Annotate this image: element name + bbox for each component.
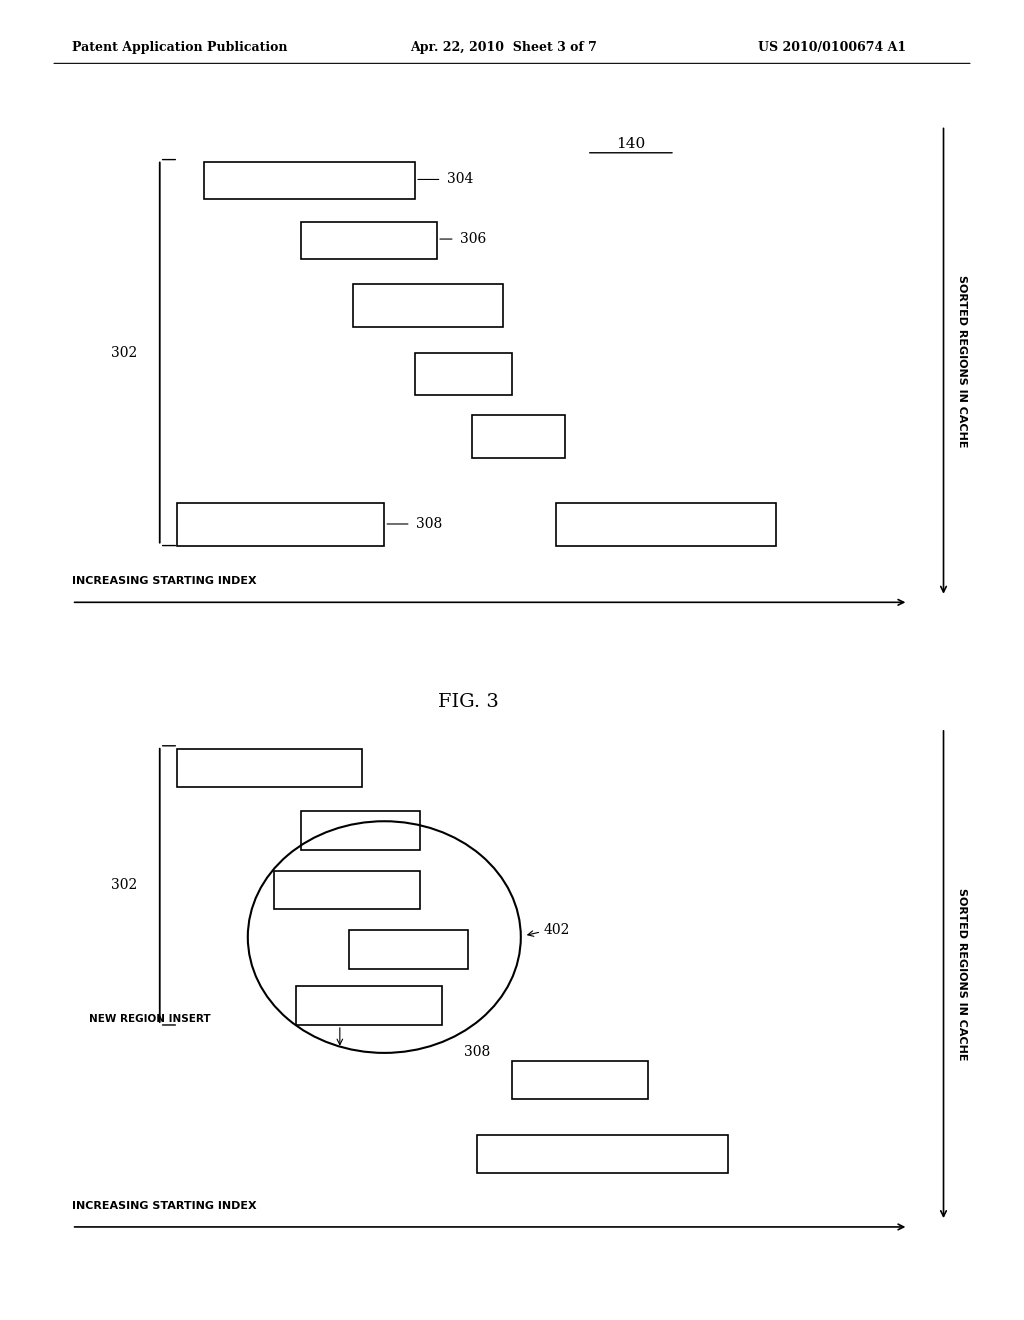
Text: 308: 308: [416, 517, 442, 531]
FancyBboxPatch shape: [301, 810, 420, 850]
FancyBboxPatch shape: [477, 1135, 728, 1173]
FancyBboxPatch shape: [177, 503, 384, 545]
Text: SORTED REGIONS IN CACHE: SORTED REGIONS IN CACHE: [956, 888, 967, 1061]
Text: 306: 306: [460, 232, 486, 246]
Text: NEW REGION INSERT: NEW REGION INSERT: [89, 1014, 211, 1024]
Text: INCREASING STARTING INDEX: INCREASING STARTING INDEX: [72, 577, 256, 586]
FancyBboxPatch shape: [349, 929, 468, 969]
FancyBboxPatch shape: [296, 986, 441, 1024]
FancyBboxPatch shape: [204, 162, 415, 199]
FancyBboxPatch shape: [472, 414, 565, 458]
Text: Apr. 22, 2010  Sheet 3 of 7: Apr. 22, 2010 Sheet 3 of 7: [410, 41, 596, 54]
Text: 304: 304: [446, 173, 473, 186]
FancyBboxPatch shape: [556, 503, 776, 545]
Text: FIG. 3: FIG. 3: [437, 693, 499, 711]
Text: 308: 308: [464, 1044, 489, 1059]
Text: US 2010/0100674 A1: US 2010/0100674 A1: [758, 41, 906, 54]
Text: 402: 402: [544, 924, 569, 937]
FancyBboxPatch shape: [353, 285, 503, 327]
Text: Patent Application Publication: Patent Application Publication: [72, 41, 287, 54]
FancyBboxPatch shape: [177, 748, 362, 787]
FancyBboxPatch shape: [274, 871, 420, 909]
FancyBboxPatch shape: [301, 222, 437, 259]
Text: 302: 302: [111, 346, 137, 359]
FancyBboxPatch shape: [415, 352, 512, 395]
FancyBboxPatch shape: [512, 1061, 648, 1100]
Text: SORTED REGIONS IN CACHE: SORTED REGIONS IN CACHE: [956, 275, 967, 447]
Text: 302: 302: [111, 878, 137, 892]
Text: 140: 140: [616, 137, 645, 150]
Text: INCREASING STARTING INDEX: INCREASING STARTING INDEX: [72, 1201, 256, 1212]
